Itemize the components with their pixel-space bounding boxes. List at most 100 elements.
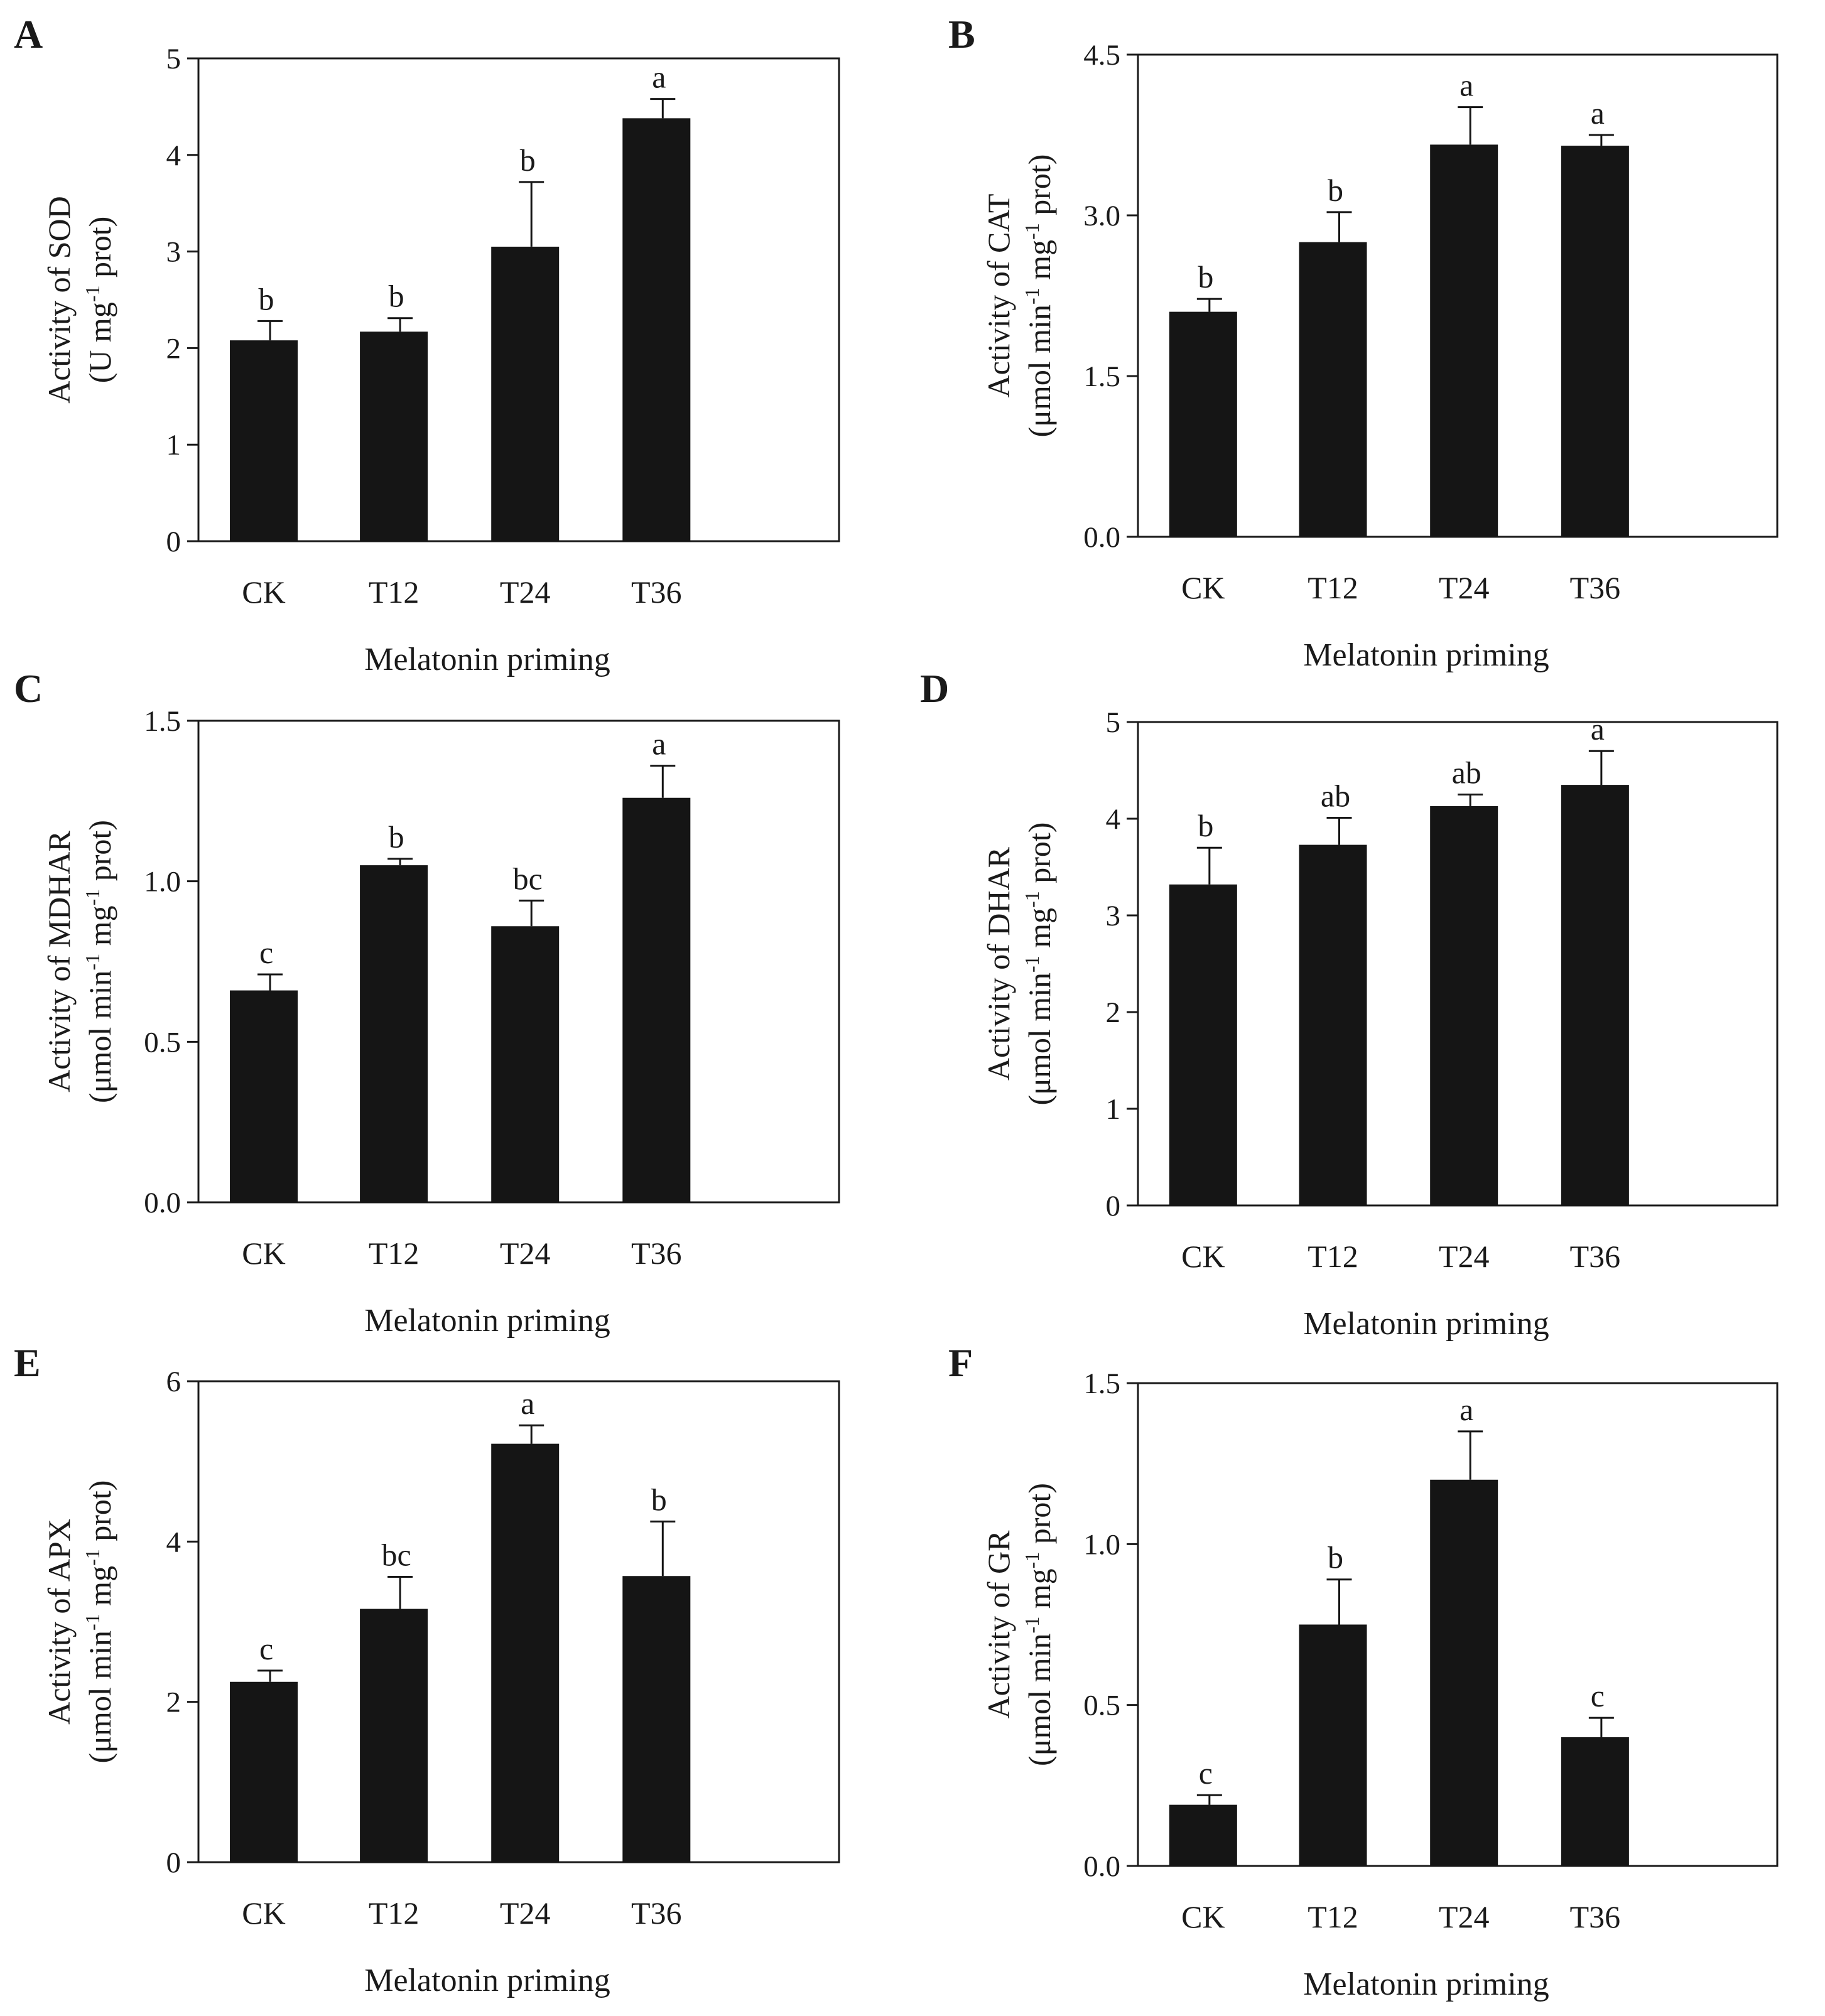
panel-c-ylabel-superscript: -1: [81, 889, 104, 906]
panel-c-xlabel: Melatonin priming: [364, 1303, 610, 1339]
panel-b-ylabel-part: mg: [1022, 240, 1057, 288]
panel-f-bar-t24: [1430, 1479, 1498, 1866]
panel-c-ylabel-part: mg: [82, 905, 117, 953]
panel-e-letter: E: [14, 1340, 41, 1385]
panel-b-bar-t12: [1299, 242, 1367, 537]
panel-d-ylabel-part: prot): [1022, 822, 1057, 892]
panel-f-xtick-label: T36: [1570, 1899, 1621, 1934]
panel-d-ytick-label: 4: [1106, 803, 1121, 836]
panel-c-bar-ck: [230, 990, 298, 1202]
panel-f-bar-ck: [1169, 1804, 1237, 1866]
panel-f-ytick-label: 1.5: [1083, 1367, 1120, 1400]
panel-d-sig-label-ck: b: [1198, 808, 1213, 843]
panel-a-xtick-label: T24: [500, 574, 551, 610]
panel-d: D 0 1 2 3 4 5 b CK ab T12 ab T24 a T36 Melatonin primin…: [920, 666, 1779, 1342]
panel-e-ytick-label: 4: [166, 1526, 181, 1558]
panel-e-xtick-label: T24: [500, 1895, 551, 1931]
panel-c-ylabel-line2: (μmol min-1 mg-1 prot): [81, 820, 117, 1103]
panel-b-xtick-label: CK: [1181, 570, 1225, 605]
panel-a-xtick-label: CK: [242, 574, 285, 610]
panel-b-bar-ck: [1169, 311, 1237, 537]
panel-d-xlabel: Melatonin priming: [1303, 1306, 1549, 1342]
panel-d-xtick-label: T24: [1439, 1239, 1490, 1274]
panel-a-bar-ck: [230, 340, 298, 541]
panel-f-sig-label-t24: a: [1459, 1392, 1473, 1427]
panel-a-ytick-label: 3: [166, 236, 181, 269]
panel-e-sig-label-t36: b: [651, 1482, 667, 1517]
panel-a-ylabel-part: (U mg: [82, 302, 117, 383]
panel-c-xtick-label: CK: [242, 1236, 285, 1271]
panel-e-ylabel-line1: Activity of APX: [41, 1519, 77, 1725]
panel-b-ytick-label: 0.0: [1083, 521, 1120, 554]
panel-b-ytick-label: 1.5: [1083, 360, 1120, 393]
panel-d-bar-t24: [1430, 806, 1498, 1205]
panel-d-letter: D: [920, 666, 949, 711]
panel-b-sig-label-ck: b: [1198, 259, 1213, 294]
panel-f-ytick-label: 1.0: [1083, 1528, 1120, 1561]
panel-b-xtick-label: T36: [1570, 570, 1621, 605]
panel-d-ytick-label: 0: [1106, 1190, 1121, 1222]
panel-e-ytick-label: 2: [166, 1686, 181, 1719]
panel-c-sig-label-t12: b: [389, 819, 404, 854]
panel-f-letter: F: [948, 1340, 973, 1385]
panel-c-xtick-label: T24: [500, 1236, 551, 1271]
panel-a-ylabel-line2: (U mg-1 prot): [81, 217, 117, 384]
panel-c-xtick-label: T36: [631, 1236, 682, 1271]
panel-f-ytick-label: 0.0: [1083, 1850, 1120, 1883]
panel-e-sig-label-t24: a: [521, 1386, 534, 1421]
panel-e: E 0 2 4 6 c CK bc T12 a T24 b T36 Melatonin priming Ac…: [14, 1340, 840, 1998]
panel-d-ylabel-line1: Activity of DHAR: [981, 846, 1016, 1081]
panel-c-ylabel-superscript: -1: [81, 954, 104, 971]
panel-a-ytick-label: 1: [166, 429, 181, 461]
panel-b-xtick-label: T12: [1308, 570, 1358, 605]
panel-f-ylabel-line2: (μmol min-1 mg-1 prot): [1021, 1483, 1057, 1766]
panel-c-bar-t12: [360, 865, 428, 1202]
panel-c-ytick-label: 1.0: [144, 866, 181, 898]
panel-a: A 0 1 2 3 4 5 b CK b T12 b T24 a T36 Melatonin priming A…: [14, 12, 840, 677]
panel-a-ytick-label: 2: [166, 332, 181, 365]
panel-e-ylabel-part: (μmol min: [82, 1631, 117, 1764]
panel-d-ytick-label: 2: [1106, 996, 1121, 1029]
panel-a-xtick-label: T36: [631, 574, 682, 610]
panel-f-ylabel-part: (μmol min: [1022, 1633, 1057, 1766]
panel-e-bar-t12: [360, 1609, 428, 1862]
panel-d-xtick-label: T36: [1570, 1239, 1621, 1274]
panel-b-bar-t36: [1561, 146, 1629, 537]
panel-d-ylabel-superscript: -1: [1021, 891, 1043, 908]
panel-e-bar-t36: [622, 1576, 691, 1862]
panel-f-xtick-label: CK: [1181, 1899, 1225, 1934]
panel-a-sig-label-ck: b: [259, 281, 274, 316]
panel-a-letter: A: [14, 12, 43, 57]
panel-c: C 0.0 0.5 1.0 1.5 c CK b T12 bc T24 a T36 Melatonin p…: [14, 666, 840, 1339]
panel-a-sig-label-t12: b: [389, 279, 404, 314]
panel-b-sig-label-t24: a: [1459, 68, 1473, 103]
panel-a-bar-t36: [622, 118, 691, 541]
panel-c-sig-label-t24: bc: [513, 861, 543, 896]
panel-a-ytick-label: 0: [166, 526, 181, 558]
panel-d-ytick-label: 5: [1106, 706, 1121, 739]
panel-c-xtick-label: T12: [369, 1236, 420, 1271]
panel-b-ylabel-superscript: -1: [1021, 223, 1043, 240]
panel-d-xtick-label: T12: [1308, 1239, 1358, 1274]
panel-e-sig-label-t12: bc: [381, 1538, 411, 1573]
panel-e-ylabel-part: mg: [82, 1566, 117, 1614]
panel-f: F 0.0 0.5 1.0 1.5 c CK b T12 a T24 c T36 Melatonin pr…: [948, 1340, 1779, 2002]
panel-b-sig-label-t36: a: [1591, 95, 1605, 131]
panel-e-sig-label-ck: c: [259, 1631, 273, 1666]
panel-c-ytick-label: 1.5: [144, 705, 181, 738]
panel-f-xtick-label: T24: [1439, 1899, 1490, 1934]
panel-e-xtick-label: CK: [242, 1895, 285, 1931]
panel-e-ylabel-part: prot): [82, 1480, 117, 1550]
panel-d-ytick-label: 1: [1106, 1093, 1121, 1126]
panel-a-sig-label-t24: b: [520, 143, 536, 178]
panel-f-bar-t12: [1299, 1624, 1367, 1866]
panel-f-xlabel: Melatonin priming: [1303, 1966, 1549, 2002]
panel-c-bar-t36: [622, 797, 691, 1202]
panel-b-ytick-label: 4.5: [1083, 39, 1120, 72]
panel-c-sig-label-t36: a: [652, 726, 666, 762]
panel-b-ylabel-line1: Activity of CAT: [981, 194, 1016, 398]
panel-f-bar-t36: [1561, 1737, 1629, 1866]
panel-c-ylabel-part: prot): [82, 820, 117, 889]
panel-f-ylabel-line1: Activity of GR: [981, 1530, 1016, 1719]
panel-a-xlabel: Melatonin priming: [364, 642, 610, 677]
